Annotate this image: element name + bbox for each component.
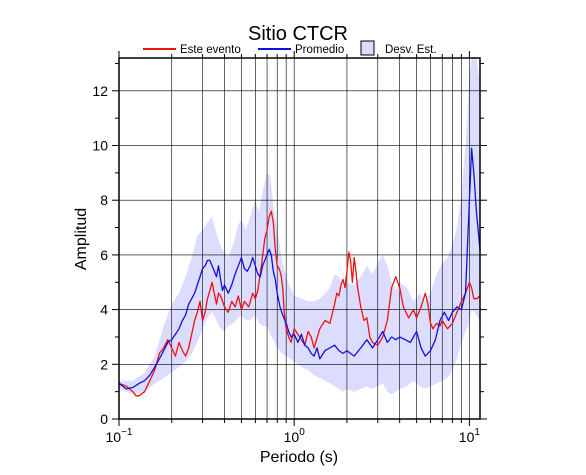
legend-label-este-evento: Este evento xyxy=(180,44,241,56)
x-axis-ticks: 10−1 100 101 xyxy=(106,51,481,445)
y-tick-label: 0 xyxy=(100,411,108,427)
plot-frame xyxy=(118,57,481,420)
x-tick-label: 10−1 xyxy=(106,427,133,445)
y-tick-label: 12 xyxy=(92,83,108,99)
legend-label-promedio: Promedio xyxy=(295,44,344,56)
legend-label-desv-est: Desv. Est. xyxy=(385,44,437,56)
y-tick-label: 8 xyxy=(100,192,108,208)
std-dev-band xyxy=(119,58,480,395)
grid xyxy=(118,58,480,419)
plot-area xyxy=(118,57,481,420)
y-tick-label: 4 xyxy=(100,302,108,318)
plot-border xyxy=(118,57,481,420)
legend-swatch-desv-est xyxy=(360,40,375,56)
y-tick-label: 10 xyxy=(92,138,108,154)
y-axis-label: Amplitud xyxy=(73,208,90,270)
y-axis-ticks: 0 2 4 6 8 10 12 xyxy=(92,62,487,427)
y-tick-label: 6 xyxy=(100,247,108,263)
x-axis-label: Periodo (s) xyxy=(260,449,338,466)
x-tick-label: 101 xyxy=(459,427,481,445)
series-lines xyxy=(118,147,481,397)
legend: Este evento Promedio Desv. Est. xyxy=(143,40,437,56)
series-line-promedio xyxy=(118,147,481,390)
y-tick-label: 2 xyxy=(100,356,108,372)
x-tick-label: 100 xyxy=(284,427,306,445)
chart-title: Sitio CTCR xyxy=(248,23,348,45)
std-dev-band-area xyxy=(119,58,480,395)
